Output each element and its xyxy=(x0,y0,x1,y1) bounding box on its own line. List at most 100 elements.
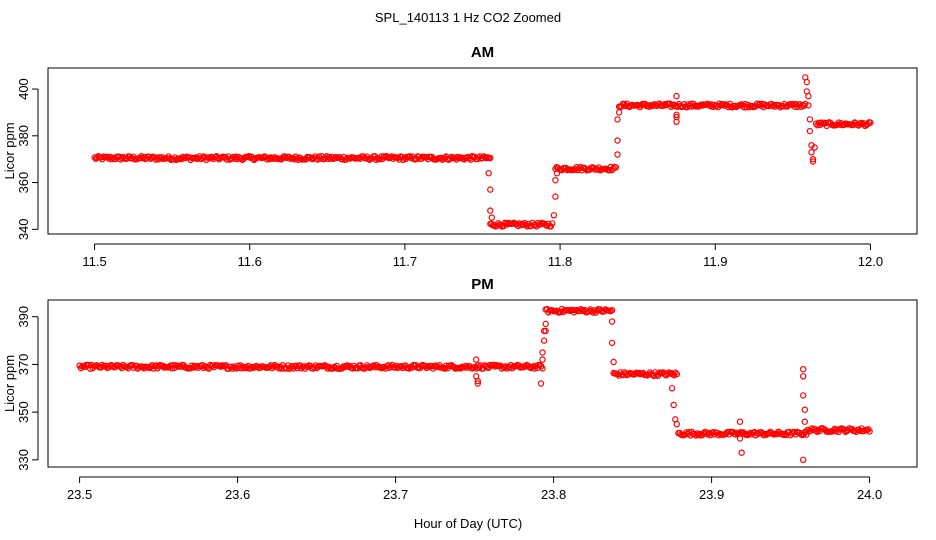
x-tick-label: 11.9 xyxy=(703,254,727,269)
y-tick-label: 360 xyxy=(16,172,31,194)
data-point xyxy=(608,307,616,314)
data-point xyxy=(550,212,558,219)
data-point xyxy=(485,169,492,177)
panel-am: AM 11.5 11.6 11.7 11.8 11.9 12.0 340 360 380 400 Li… xyxy=(2,44,918,269)
data-point xyxy=(672,369,679,376)
data-point xyxy=(645,103,653,110)
data-point xyxy=(760,432,767,439)
data-point xyxy=(867,119,874,126)
data-point xyxy=(736,435,744,442)
data-series xyxy=(91,74,874,230)
data-point xyxy=(809,158,817,165)
data-point xyxy=(552,176,559,184)
data-point xyxy=(866,428,873,435)
data-point xyxy=(673,111,680,119)
data-point xyxy=(474,377,481,385)
data-point xyxy=(806,116,814,123)
data-point xyxy=(487,207,494,214)
data-point xyxy=(542,327,549,335)
data-point xyxy=(736,418,744,425)
data-point xyxy=(539,356,546,363)
data-point xyxy=(801,406,809,413)
x-tick-label: 11.5 xyxy=(82,254,106,269)
data-point xyxy=(614,151,621,158)
data-point xyxy=(168,365,176,372)
data-point xyxy=(539,365,546,372)
data-point xyxy=(615,109,623,116)
plot-frame xyxy=(47,67,918,235)
data-point xyxy=(608,318,616,325)
y-tick-label: 340 xyxy=(16,218,31,240)
data-point xyxy=(488,214,495,221)
data-point xyxy=(811,144,818,151)
data-point xyxy=(732,431,739,438)
x-tick-label: 24.0 xyxy=(857,487,882,502)
panel-pm: PM 23.5 23.6 23.7 23.8 23.9 24.0 330 350 370 390 Li… xyxy=(2,276,918,502)
panel-title: AM xyxy=(471,44,494,61)
data-point xyxy=(540,337,548,344)
data-point xyxy=(612,164,620,171)
data-point xyxy=(720,100,727,108)
data-point xyxy=(396,364,404,371)
data-point xyxy=(549,220,556,227)
x-axis-label: Hour of Day (UTC) xyxy=(414,516,522,531)
x-tick-label: 11.6 xyxy=(238,254,262,269)
data-point xyxy=(448,153,455,161)
data-point xyxy=(270,363,277,370)
data-point xyxy=(805,102,812,109)
data-point xyxy=(283,365,290,372)
data-point xyxy=(577,163,584,171)
data-point xyxy=(553,169,561,177)
data-point xyxy=(487,186,494,193)
data-point xyxy=(608,339,616,347)
panel-title: PM xyxy=(471,276,494,293)
data-point xyxy=(673,92,680,100)
x-tick-label: 23.9 xyxy=(699,487,724,502)
data-point xyxy=(636,369,643,377)
data-point xyxy=(738,449,745,456)
data-point xyxy=(539,349,546,356)
x-tick-label: 23.7 xyxy=(383,487,408,502)
x-tick-label: 23.5 xyxy=(67,487,92,502)
data-point xyxy=(610,358,617,366)
data-point xyxy=(673,420,681,428)
x-tick-label: 23.8 xyxy=(541,487,566,502)
data-point xyxy=(802,100,809,108)
data-point xyxy=(670,401,677,409)
data-point xyxy=(182,154,189,162)
y-tick-label: 330 xyxy=(16,449,31,471)
data-point xyxy=(614,116,621,123)
data-point xyxy=(474,380,481,387)
data-point xyxy=(614,137,621,144)
y-tick-label: 370 xyxy=(16,354,31,376)
data-point xyxy=(806,127,814,135)
data-point xyxy=(805,92,812,100)
data-point xyxy=(552,193,559,200)
data-point xyxy=(800,366,807,373)
data-point xyxy=(547,223,555,230)
y-tick-label: 350 xyxy=(16,401,31,423)
data-point xyxy=(808,148,815,156)
data-point xyxy=(695,432,702,439)
data-point xyxy=(487,154,494,162)
data-point xyxy=(673,370,681,378)
data-point xyxy=(809,155,817,163)
y-axis-label: Licor ppm xyxy=(2,122,17,179)
data-point xyxy=(800,456,807,463)
data-point xyxy=(803,78,811,86)
plot-frame xyxy=(47,299,918,468)
data-point xyxy=(755,101,762,109)
data-point xyxy=(447,363,454,370)
data-series xyxy=(76,305,873,463)
y-tick-label: 400 xyxy=(16,78,31,100)
data-point xyxy=(473,356,480,363)
y-axis-label: Licor ppm xyxy=(2,355,17,412)
data-point xyxy=(673,113,680,121)
x-tick-label: 11.7 xyxy=(393,254,417,269)
figure-title: SPL_140113 1 Hz CO2 Zoomed xyxy=(375,10,561,25)
data-point xyxy=(537,380,545,387)
y-tick-label: 390 xyxy=(16,306,31,328)
data-point xyxy=(542,320,549,328)
data-point xyxy=(668,385,676,392)
